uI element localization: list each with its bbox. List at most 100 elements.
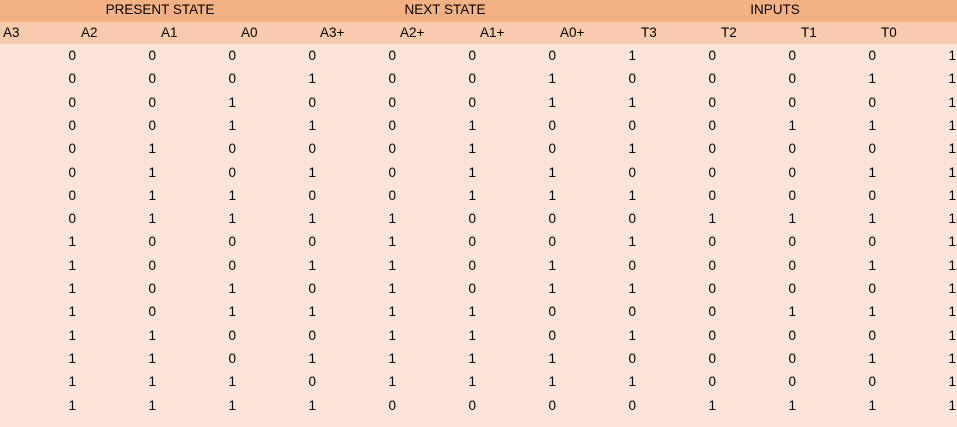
table-cell: 0 [628,164,636,180]
table-cell: 0 [628,304,636,320]
table-cell: 1 [948,48,956,63]
table-cell: 1 [388,327,396,343]
table-cell: 1 [68,397,76,413]
table-cell: 0 [548,327,556,343]
table-cell: 1 [388,234,396,250]
table-cell: 0 [548,397,556,413]
table-cell: 0 [388,187,396,203]
table-cell: 0 [788,94,796,110]
table-cell: 1 [308,71,316,87]
table-cell: 0 [148,117,156,133]
table-cell: 1 [148,327,156,343]
table-cell: 0 [68,48,76,63]
table-cell: 0 [228,234,236,250]
table-cell: 1 [388,374,396,390]
table-cell: 0 [548,48,556,63]
column-header-a2-next: A2+ [400,25,425,40]
table-cell: 0 [308,48,316,63]
table-cell: 1 [68,234,76,250]
table-cell: 1 [868,304,876,320]
group-title-present-state: PRESENT STATE [105,2,215,17]
table-row: 0 1 0 1 0 1 1 0 0 0 1 1 [0,161,957,184]
table-cell: 1 [948,141,956,157]
table-cell: 0 [788,257,796,273]
table-cell: 1 [788,397,796,413]
table-cell: 0 [548,117,556,133]
table-cell: 1 [948,117,956,133]
table-cell: 1 [228,397,236,413]
table-cell: 0 [308,327,316,343]
table-cell: 0 [68,141,76,157]
table-cell: 1 [228,117,236,133]
table-cell: 0 [148,94,156,110]
table-cell: 1 [548,164,556,180]
table-cell: 1 [868,117,876,133]
table-cell: 1 [948,211,956,227]
table-cell: 1 [548,94,556,110]
table-cell: 1 [948,327,956,343]
table-cell: 0 [708,304,716,320]
table-cell: 0 [788,71,796,87]
table-row: 0 0 0 0 0 0 0 1 0 0 0 1 [0,44,957,67]
table-cell: 1 [148,211,156,227]
table-cell: 0 [708,141,716,157]
table-cell: 0 [148,234,156,250]
table-cell: 1 [628,94,636,110]
table-cell: 0 [468,397,476,413]
column-header-a1: A1 [161,25,178,40]
table-cell: 1 [548,257,556,273]
table-row: 1 1 0 1 1 1 1 0 0 0 1 1 [0,347,957,370]
table-row: 1 1 1 0 1 1 1 1 0 0 0 1 [0,370,957,393]
table-cell: 0 [468,48,476,63]
table-cell: 1 [788,211,796,227]
table-cell: 0 [708,281,716,296]
column-header-a0: A0 [241,25,258,40]
table-cell: 0 [868,374,876,390]
table-cell: 0 [388,397,396,413]
table-row: 0 1 1 0 0 1 1 1 0 0 0 1 [0,184,957,207]
table-cell: 0 [148,48,156,63]
table-cell: 0 [468,257,476,273]
table-row: 0 0 1 0 0 0 1 1 0 0 0 1 [0,91,957,114]
table-cell: 0 [548,141,556,157]
table-cell: 1 [948,374,956,390]
table-cell: 0 [788,164,796,180]
table-cell: 1 [228,281,236,296]
table-cell: 1 [68,350,76,366]
table-cell: 0 [788,234,796,250]
column-header-a1-next: A1+ [480,25,505,40]
table-cell: 0 [228,48,236,63]
table-cell: 0 [388,141,396,157]
table-cell: 0 [628,71,636,87]
table-cell: 0 [788,327,796,343]
column-header-t1: T1 [801,25,817,40]
table-cell: 1 [948,257,956,273]
table-cell: 1 [948,397,956,413]
table-cell: 1 [868,397,876,413]
table-row: 1 1 1 1 0 0 0 0 1 1 1 1 [0,394,957,417]
table-cell: 0 [68,117,76,133]
table-cell: 1 [308,397,316,413]
table-cell: 1 [868,164,876,180]
table-cell: 0 [708,94,716,110]
table-cell: 0 [228,71,236,87]
table-cell: 0 [628,117,636,133]
group-title-inputs: INPUTS [750,2,800,17]
table-cell: 0 [708,164,716,180]
table-cell: 1 [228,211,236,227]
column-header-a3-next: A3+ [320,25,345,40]
table-cell: 1 [468,304,476,320]
table-cell: 0 [868,141,876,157]
table-cell: 1 [788,117,796,133]
table-row: 1 0 1 1 1 1 0 0 0 1 1 1 [0,300,957,323]
table-cell: 1 [148,374,156,390]
table-cell: 0 [468,281,476,296]
table-cell: 0 [68,94,76,110]
table-cell: 0 [788,350,796,366]
table-cell: 0 [148,71,156,87]
table-cell: 0 [788,48,796,63]
table-cell: 0 [388,71,396,87]
table-cell: 1 [388,211,396,227]
table-cell: 1 [388,281,396,296]
